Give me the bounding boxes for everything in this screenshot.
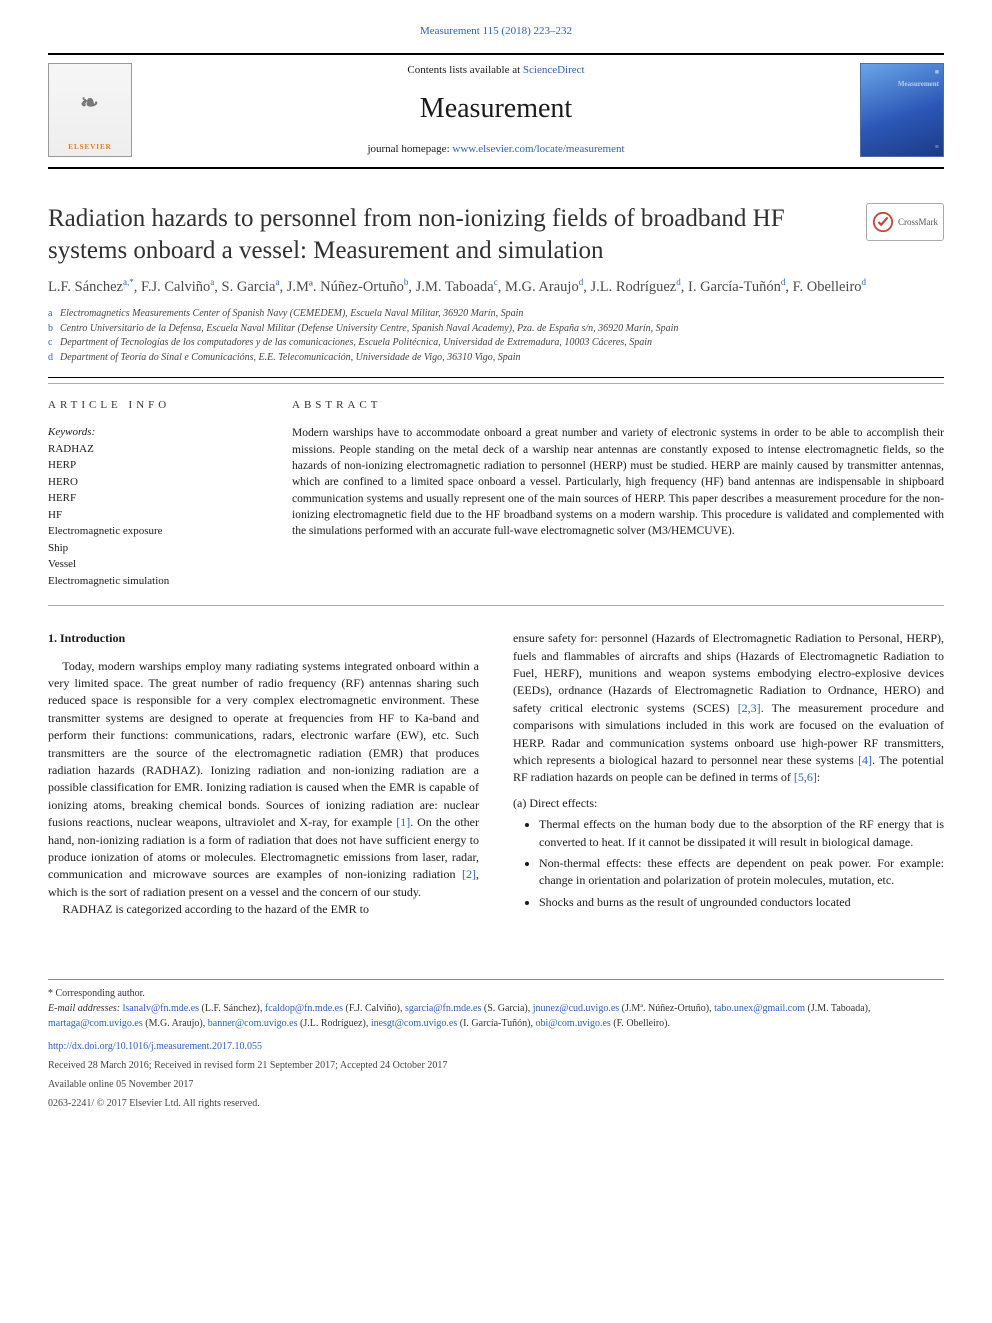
email-link[interactable]: fcaldop@fn.mde.es xyxy=(265,1003,343,1014)
journal-cover-thumbnail: ■ Measurement ≡ xyxy=(860,63,944,157)
affiliation-row: aElectromagnetics Measurements Center of… xyxy=(48,307,944,322)
elsevier-wordmark: ELSEVIER xyxy=(68,143,111,153)
doi-link[interactable]: http://dx.doi.org/10.1016/j.measurement.… xyxy=(48,1039,944,1054)
homepage-line: journal homepage: www.elsevier.com/locat… xyxy=(146,142,846,157)
article-title: Radiation hazards to personnel from non-… xyxy=(48,203,848,266)
affiliation-row: dDepartment of Teoría do Sinal e Comunic… xyxy=(48,351,944,366)
email-link[interactable]: obi@com.uvigo.es xyxy=(535,1018,610,1029)
keyword-item: Electromagnetic exposure xyxy=(48,523,258,540)
homepage-prefix: journal homepage: xyxy=(367,143,452,155)
footnotes: * Corresponding author. E-mail addresses… xyxy=(48,979,944,1111)
corresponding-note: * Corresponding author. xyxy=(48,986,944,1001)
keyword-item: Ship xyxy=(48,540,258,557)
crossmark-badge[interactable]: CrossMark xyxy=(866,203,944,241)
intro-p2: RADHAZ is categorized according to the h… xyxy=(48,901,479,918)
effects-group-label: (a) Direct effects: xyxy=(513,795,597,812)
ref-link[interactable]: [1] xyxy=(396,815,410,829)
crossmark-icon xyxy=(872,211,894,233)
sciencedirect-link[interactable]: ScienceDirect xyxy=(523,64,585,76)
abstract-heading: ABSTRACT xyxy=(292,398,944,413)
ref-link[interactable]: [5,6] xyxy=(794,770,817,784)
email-owner: (J.L. Rodríguez), xyxy=(298,1018,369,1029)
email-owner: (J.M. Taboada), xyxy=(805,1003,871,1014)
effect-bullet: Non-thermal effects: these effects are d… xyxy=(539,855,944,890)
email-owner: (F. Obelleiro). xyxy=(611,1018,670,1029)
article-info-column: ARTICLE INFO Keywords: RADHAZHERPHEROHER… xyxy=(48,398,258,589)
contents-line: Contents lists available at ScienceDirec… xyxy=(146,63,846,78)
dates-line: Received 28 March 2016; Received in revi… xyxy=(48,1058,944,1073)
cover-title: Measurement xyxy=(898,80,939,90)
body-column-right: ensure safety for: personnel (Hazards of… xyxy=(513,630,944,918)
ref-link[interactable]: [4] xyxy=(858,753,872,767)
article-info-heading: ARTICLE INFO xyxy=(48,398,258,413)
keyword-item: Electromagnetic simulation xyxy=(48,573,258,590)
email-owner: (S. Garcia), xyxy=(481,1003,530,1014)
email-owner: (I. García-Tuñón), xyxy=(457,1018,533,1029)
body-column-left: 1. Introduction Today, modern warships e… xyxy=(48,630,479,918)
email-link[interactable]: sgarcia@fn.mde.es xyxy=(405,1003,481,1014)
elsevier-tree-icon: ❧ xyxy=(80,64,99,142)
authors-line: L.F. Sáncheza,*, F.J. Calviñoa, S. Garci… xyxy=(48,276,944,297)
abstract-column: ABSTRACT Modern warships have to accommo… xyxy=(292,398,944,589)
keyword-item: HERO xyxy=(48,474,258,491)
email-line: E-mail addresses: lsanalv@fn.mde.es (L.F… xyxy=(48,1001,944,1031)
effect-bullet: Thermal effects on the human body due to… xyxy=(539,816,944,851)
copyright-line: 0263-2241/ © 2017 Elsevier Ltd. All righ… xyxy=(48,1096,944,1111)
email-owner: (F.J. Calviño), xyxy=(343,1003,402,1014)
keyword-item: HERF xyxy=(48,490,258,507)
header-center: Contents lists available at ScienceDirec… xyxy=(146,63,846,157)
intro-right-p1: ensure safety for: personnel (Hazards of… xyxy=(513,630,944,787)
citation-link[interactable]: Measurement 115 (2018) 223–232 xyxy=(420,25,572,37)
email-link[interactable]: jnunez@cud.uvigo.es xyxy=(533,1003,619,1014)
keywords-label: Keywords: xyxy=(48,425,258,440)
email-link[interactable]: tabo.unex@gmail.com xyxy=(714,1003,805,1014)
email-link[interactable]: inesgt@com.uvigo.es xyxy=(371,1018,457,1029)
email-link[interactable]: banner@com.uvigo.es xyxy=(208,1018,298,1029)
intro-p1: Today, modern warships employ many radia… xyxy=(48,658,479,901)
intro-heading: 1. Introduction xyxy=(48,630,479,647)
email-owner: (M.G. Araujo), xyxy=(143,1018,206,1029)
contents-prefix: Contents lists available at xyxy=(407,64,522,76)
homepage-link[interactable]: www.elsevier.com/locate/measurement xyxy=(452,143,624,155)
effects-list: (a) Direct effects: Thermal effects on t… xyxy=(513,795,944,911)
keyword-item: HF xyxy=(48,507,258,524)
ref-link[interactable]: [2,3] xyxy=(738,701,761,715)
email-link[interactable]: lsanalv@fn.mde.es xyxy=(123,1003,199,1014)
keyword-item: HERP xyxy=(48,457,258,474)
email-owner: (J.Mª. Núñez-Ortuño), xyxy=(619,1003,711,1014)
elsevier-logo: ❧ ELSEVIER xyxy=(48,63,132,157)
crossmark-label: CrossMark xyxy=(898,216,938,229)
keywords-list: RADHAZHERPHEROHERFHFElectromagnetic expo… xyxy=(48,441,258,590)
ref-link[interactable]: [2] xyxy=(462,867,476,881)
affiliation-row: cDepartment of Tecnologías de los comput… xyxy=(48,336,944,351)
online-line: Available online 05 November 2017 xyxy=(48,1077,944,1092)
email-label: E-mail addresses: xyxy=(48,1003,120,1014)
keyword-item: Vessel xyxy=(48,556,258,573)
abstract-text: Modern warships have to accommodate onbo… xyxy=(292,425,944,539)
journal-title: Measurement xyxy=(146,89,846,128)
citation-line: Measurement 115 (2018) 223–232 xyxy=(48,24,944,39)
affiliation-row: bCentro Universitario de la Defensa, Esc… xyxy=(48,322,944,337)
journal-header: ❧ ELSEVIER Contents lists available at S… xyxy=(48,53,944,169)
keyword-item: RADHAZ xyxy=(48,441,258,458)
email-owner: (L.F. Sánchez), xyxy=(199,1003,262,1014)
email-link[interactable]: martaga@com.uvigo.es xyxy=(48,1018,143,1029)
affiliations: aElectromagnetics Measurements Center of… xyxy=(48,307,944,365)
effect-bullet: Shocks and burns as the result of ungrou… xyxy=(539,894,944,911)
